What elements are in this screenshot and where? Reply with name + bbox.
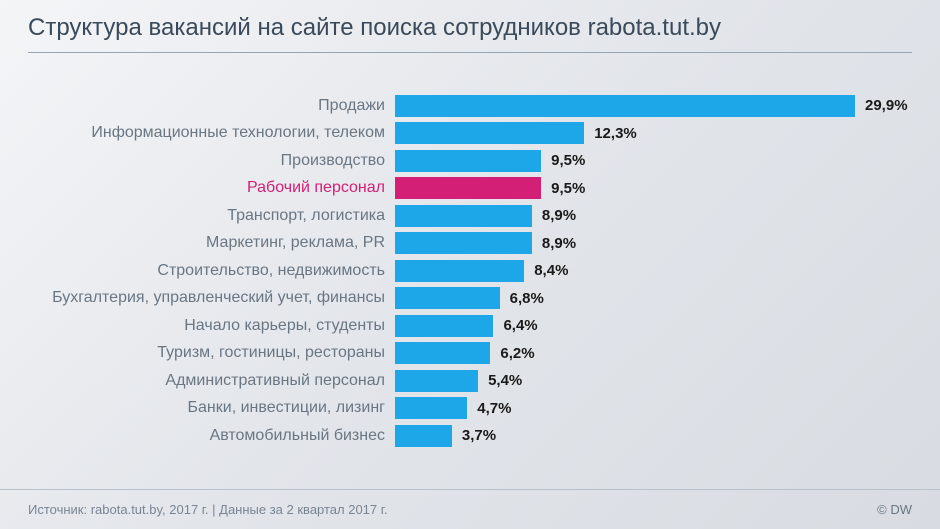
chart-row: Строительство, недвижимость 8,4% bbox=[0, 257, 910, 285]
row-value: 5,4% bbox=[488, 372, 522, 389]
bar bbox=[395, 150, 541, 172]
bar bbox=[395, 95, 855, 117]
bar bbox=[395, 287, 500, 309]
bar bbox=[395, 177, 541, 199]
header: Структура вакансий на сайте поиска сотру… bbox=[0, 0, 940, 63]
chart-row: Продажи 29,9% bbox=[0, 92, 910, 120]
row-label: Транспорт, логистика bbox=[0, 207, 395, 225]
chart-row: Маркетинг, реклама, PR 8,9% bbox=[0, 230, 910, 258]
source-text: Источник: rabota.tut.by, 2017 г. | Данны… bbox=[28, 502, 388, 517]
row-label: Продажи bbox=[0, 97, 395, 115]
row-label: Маркетинг, реклама, PR bbox=[0, 234, 395, 252]
row-label: Начало карьеры, студенты bbox=[0, 317, 395, 335]
bar-area: 5,4% bbox=[395, 370, 895, 392]
bar-area: 12,3% bbox=[395, 122, 895, 144]
bar-area: 9,5% bbox=[395, 150, 895, 172]
chart-row: Бухгалтерия, управленческий учет, финанс… bbox=[0, 285, 910, 313]
footer: Источник: rabota.tut.by, 2017 г. | Данны… bbox=[0, 489, 940, 529]
bar-area: 6,8% bbox=[395, 287, 895, 309]
row-value: 6,4% bbox=[503, 317, 537, 334]
bar bbox=[395, 260, 524, 282]
bar bbox=[395, 232, 532, 254]
row-value: 8,9% bbox=[542, 207, 576, 224]
row-label: Автомобильный бизнес bbox=[0, 427, 395, 445]
row-label: Строительство, недвижимость bbox=[0, 262, 395, 280]
bar bbox=[395, 370, 478, 392]
row-value: 9,5% bbox=[551, 152, 585, 169]
bar-area: 8,9% bbox=[395, 232, 895, 254]
chart-title: Структура вакансий на сайте поиска сотру… bbox=[28, 14, 912, 42]
credit-text: © DW bbox=[877, 502, 912, 517]
row-value: 12,3% bbox=[594, 125, 637, 142]
row-value: 9,5% bbox=[551, 180, 585, 197]
bar bbox=[395, 342, 490, 364]
bar bbox=[395, 205, 532, 227]
row-label: Рабочий персонал bbox=[0, 179, 395, 197]
chart-row: Рабочий персонал 9,5% bbox=[0, 175, 910, 203]
bar bbox=[395, 122, 584, 144]
title-underline bbox=[28, 52, 912, 53]
bar bbox=[395, 397, 467, 419]
row-value: 8,9% bbox=[542, 235, 576, 252]
bar bbox=[395, 425, 452, 447]
bar-area: 4,7% bbox=[395, 397, 895, 419]
chart-row: Банки, инвестиции, лизинг 4,7% bbox=[0, 395, 910, 423]
chart-row: Информационные технологии, телеком 12,3% bbox=[0, 120, 910, 148]
row-value: 6,8% bbox=[510, 290, 544, 307]
bar-area: 6,4% bbox=[395, 315, 895, 337]
row-label: Производство bbox=[0, 152, 395, 170]
bar-area: 3,7% bbox=[395, 425, 895, 447]
row-value: 3,7% bbox=[462, 427, 496, 444]
row-value: 6,2% bbox=[500, 345, 534, 362]
chart-row: Автомобильный бизнес 3,7% bbox=[0, 422, 910, 450]
row-value: 4,7% bbox=[477, 400, 511, 417]
bar-area: 9,5% bbox=[395, 177, 895, 199]
bar-area: 8,4% bbox=[395, 260, 895, 282]
chart-row: Транспорт, логистика 8,9% bbox=[0, 202, 910, 230]
row-label: Банки, инвестиции, лизинг bbox=[0, 399, 395, 417]
row-label: Административный персонал bbox=[0, 372, 395, 390]
chart-row: Производство 9,5% bbox=[0, 147, 910, 175]
row-value: 8,4% bbox=[534, 262, 568, 279]
row-value: 29,9% bbox=[865, 97, 908, 114]
row-label: Туризм, гостиницы, рестораны bbox=[0, 344, 395, 362]
bar-area: 29,9% bbox=[395, 95, 908, 117]
bar-chart: Продажи 29,9% Информационные технологии, т… bbox=[0, 92, 940, 450]
row-label: Информационные технологии, телеком bbox=[0, 124, 395, 142]
chart-row: Туризм, гостиницы, рестораны 6,2% bbox=[0, 340, 910, 368]
chart-row: Административный персонал 5,4% bbox=[0, 367, 910, 395]
bar-area: 6,2% bbox=[395, 342, 895, 364]
bar bbox=[395, 315, 493, 337]
bar-area: 8,9% bbox=[395, 205, 895, 227]
row-label: Бухгалтерия, управленческий учет, финанс… bbox=[0, 289, 395, 307]
chart-row: Начало карьеры, студенты 6,4% bbox=[0, 312, 910, 340]
